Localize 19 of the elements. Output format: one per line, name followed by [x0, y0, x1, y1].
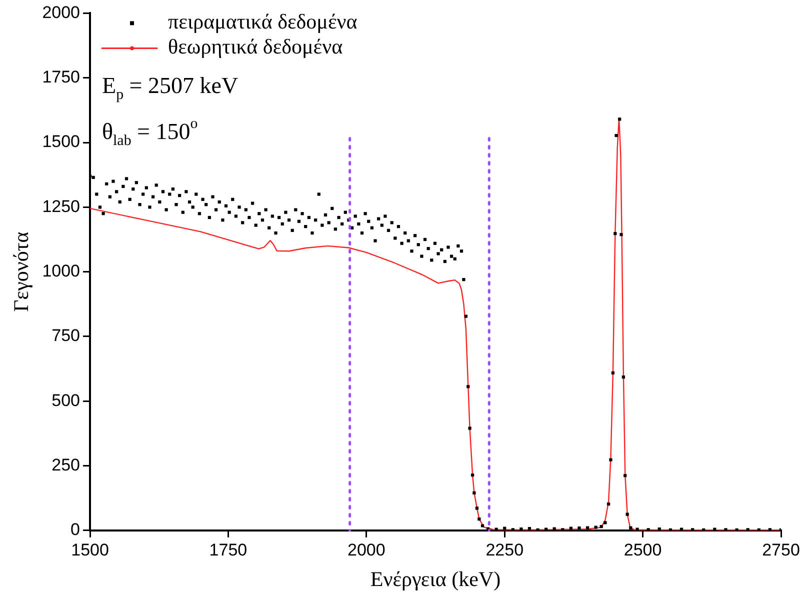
x-tick-label: 1500 — [71, 540, 109, 560]
x-tick-label: 2250 — [486, 540, 524, 560]
y-tick-label: 750 — [52, 326, 80, 346]
y-tick-label: 1750 — [42, 68, 80, 87]
y-tick-label: 0 — [70, 520, 80, 540]
x-tick-label: 2750 — [762, 540, 800, 560]
x-tick-label: 1750 — [209, 540, 248, 560]
y-tick-label: 2000 — [42, 2, 80, 22]
legend-label: θεωρητικά δεδομένα — [168, 34, 343, 59]
x-tick-label: 2000 — [347, 540, 386, 560]
y-tick-label: 1500 — [42, 132, 80, 152]
x-tick-label: 2500 — [624, 540, 662, 560]
x-axis-title: Ενέργεια (keV) — [370, 566, 501, 591]
y-tick-label: 250 — [52, 455, 80, 474]
y-tick-label: 1000 — [42, 261, 80, 280]
y-tick-label: 1250 — [42, 196, 80, 216]
y-axis-title: Γεγονότα — [9, 232, 34, 312]
legend-label: πειραματικά δεδομένα — [168, 10, 358, 34]
y-tick-label: 500 — [52, 390, 80, 410]
